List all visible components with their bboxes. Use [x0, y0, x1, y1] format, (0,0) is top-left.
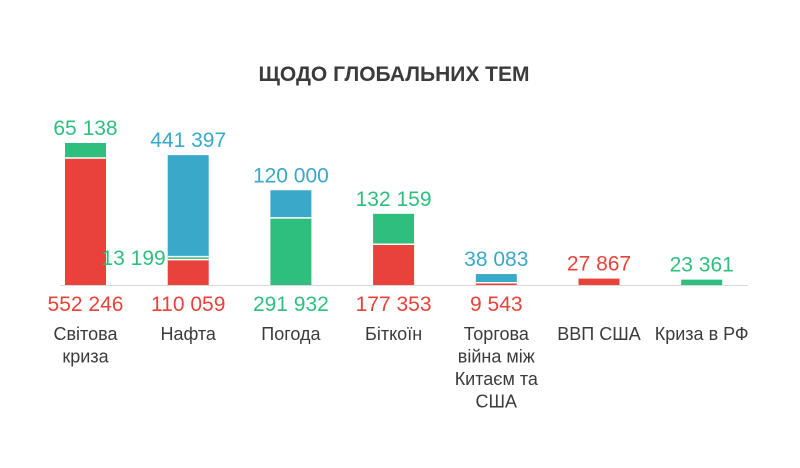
bar-segment-3-1 [373, 213, 415, 245]
category-label-2-0: Погода [261, 324, 321, 344]
category-label-4-3: США [476, 392, 518, 412]
bar-segment-5-0 [578, 278, 620, 285]
value-label-3-1: 132 159 [356, 188, 432, 211]
value-label-0-1: 65 138 [53, 117, 117, 140]
bar-segment-1-1 [167, 256, 209, 260]
value-label-6-0: 23 361 [670, 254, 734, 277]
bar-segment-0-0 [65, 157, 106, 285]
value-label-4-1: 38 083 [464, 248, 528, 271]
value-label-2-1: 120 000 [253, 164, 329, 187]
category-label-1-0: Нафта [160, 324, 216, 344]
value-label-1-0: 110 059 [151, 293, 225, 316]
bar-segment-6-0 [681, 279, 723, 285]
category-label-3-0: Біткоїн [365, 324, 422, 344]
category-label-0-0: Світова [54, 324, 119, 344]
category-label-4-2: Китаєм та [455, 369, 539, 389]
value-label-5-0: 27 867 [567, 253, 631, 276]
bar-segment-0-1 [65, 143, 106, 158]
category-label-5-0: ВВП США [557, 324, 640, 344]
bar-segment-4-1 [475, 274, 517, 283]
value-label-0-0: 552 246 [48, 293, 124, 316]
value-label-1-1: 13 199 [101, 247, 165, 270]
bar-segment-4-0 [475, 282, 517, 285]
bar-segment-3-0 [373, 244, 415, 285]
bar-segment-1-0 [167, 259, 209, 285]
value-label-4-0: 9 543 [470, 293, 523, 316]
chart-title: ЩОДО ГЛОБАЛЬНИХ ТЕМ [258, 63, 529, 86]
bar-segment-2-0 [270, 217, 312, 285]
category-label-0-1: криза [62, 347, 109, 367]
category-label-6-0: Криза в РФ [655, 324, 749, 344]
value-label-2-0: 291 932 [253, 293, 329, 316]
bar-segment-2-1 [270, 190, 312, 218]
value-label-3-0: 177 353 [356, 293, 432, 316]
category-label-4-0: Торгова [464, 324, 530, 344]
bar-segment-1-2 [167, 155, 209, 257]
value-label-1-2: 441 397 [150, 129, 226, 152]
category-label-4-1: війна між [458, 347, 535, 367]
